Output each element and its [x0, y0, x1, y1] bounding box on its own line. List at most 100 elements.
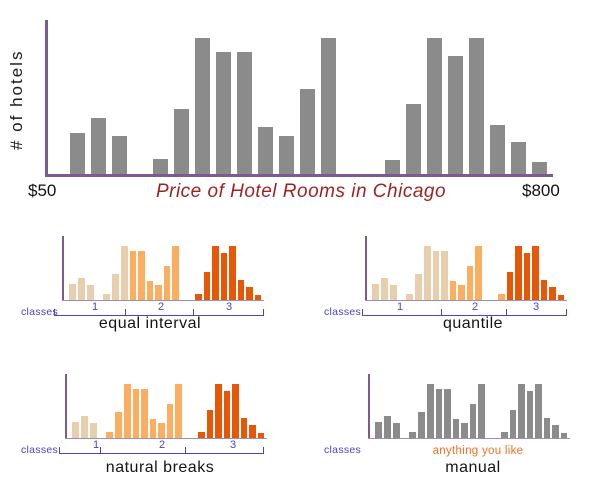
main-histogram-bar [427, 38, 442, 174]
manual-annotation: anything you like [432, 445, 524, 457]
quantile-bracket-tick [362, 309, 363, 316]
equal-interval-class-number-label: 1 [91, 301, 99, 313]
equal-interval-x-axis-line [62, 300, 264, 301]
natural-breaks-bracket-tick [185, 447, 186, 454]
quantile-title: quantile [442, 315, 504, 332]
quantile-bar [415, 274, 422, 300]
quantile-bracket-tick [441, 309, 442, 316]
main-histogram-bar [511, 142, 526, 174]
quantile-bar [557, 295, 564, 300]
natural-breaks-bar [198, 432, 205, 438]
quantile-bar [381, 278, 388, 300]
equal-interval-bar [203, 272, 210, 300]
main-histogram-bar [195, 38, 210, 174]
natural-breaks-classes-label: classes [21, 444, 59, 456]
quantile-bar [549, 287, 556, 300]
quantile-bar [432, 251, 439, 300]
manual-bar [501, 432, 508, 438]
natural-breaks-class-number-label: 1 [92, 439, 100, 451]
equal-interval-bar [172, 246, 179, 300]
manual-bar [418, 412, 425, 438]
manual-bar [560, 433, 567, 438]
main-histogram-bar [469, 38, 484, 174]
quantile-bar [466, 266, 473, 300]
equal-interval-bracket-tick [193, 309, 194, 316]
equal-interval-bar [212, 246, 219, 300]
natural-breaks-bar [240, 418, 247, 438]
natural-breaks-class-number-label: 2 [158, 439, 166, 451]
quantile-bracket-tick [566, 309, 567, 316]
quantile-bar [498, 294, 505, 300]
equal-interval-bar [69, 284, 76, 300]
equal-interval-bar [163, 266, 170, 300]
equal-interval-bar [129, 251, 136, 300]
equal-interval-bar [254, 295, 261, 300]
x-max-label: $800 [522, 181, 560, 200]
natural-breaks-y-axis-line [65, 374, 67, 439]
manual-bar [469, 404, 476, 438]
natural-breaks-class-number-label: 3 [229, 439, 237, 451]
natural-breaks-bar [232, 384, 239, 438]
equal-interval-bar [195, 294, 202, 300]
x-min-label: $50 [28, 181, 57, 200]
quantile-bracket-line [362, 315, 566, 316]
main-histogram-bar [153, 159, 168, 174]
manual-x-axis-line [368, 438, 570, 439]
manual-bar [409, 432, 416, 438]
manual-bar [543, 418, 550, 438]
natural-breaks-bar [175, 384, 182, 438]
equal-interval-bar [220, 253, 227, 300]
main-histogram-bar [490, 125, 505, 174]
main-histogram-bar [279, 136, 294, 174]
main-histogram-bar [174, 109, 189, 174]
manual-bar [452, 419, 459, 438]
equal-interval-bracket-tick [54, 309, 55, 316]
x-axis-line [45, 174, 553, 177]
quantile-bar [449, 281, 456, 300]
equal-interval-class-number-label: 3 [225, 301, 233, 313]
natural-breaks-bar [249, 425, 256, 438]
natural-breaks-bar [149, 419, 156, 438]
manual-y-axis-line [368, 374, 370, 439]
natural-breaks-bar [158, 423, 165, 438]
equal-interval-bar [155, 285, 162, 300]
natural-breaks-bar [206, 410, 213, 438]
natural-breaks-bar [132, 389, 139, 438]
quantile-bar [506, 272, 513, 300]
equal-interval-bar [146, 281, 153, 300]
quantile-bar [441, 251, 448, 300]
main-histogram-bar [91, 118, 106, 174]
quantile-bar [424, 246, 431, 300]
manual-bar [461, 423, 468, 438]
main-histogram-bar [237, 52, 252, 174]
equal-interval-bar [87, 285, 94, 300]
natural-breaks-bar [106, 432, 113, 438]
quantile-bar [372, 284, 379, 300]
equal-interval-bar [246, 287, 253, 300]
manual-bar [444, 389, 451, 438]
quantile-bar [406, 294, 413, 300]
natural-breaks-title: natural breaks [105, 459, 215, 476]
manual-bar [384, 416, 391, 438]
natural-breaks-bar [257, 433, 264, 438]
equal-interval-bar [237, 280, 244, 300]
main-histogram-bar [321, 38, 336, 174]
natural-breaks-bar [124, 384, 131, 438]
equal-interval-bar [138, 251, 145, 300]
natural-breaks-bar [223, 391, 230, 438]
quantile-bar [515, 246, 522, 300]
quantile-class-number-label: 2 [471, 301, 479, 313]
main-histogram-bar [300, 89, 315, 174]
manual-bar [535, 384, 542, 438]
quantile-bar [532, 246, 539, 300]
manual-bar [478, 384, 485, 438]
quantile-y-axis-line [365, 236, 367, 301]
main-histogram-bar [448, 56, 463, 174]
quantile-classes-label: classes [324, 306, 362, 318]
manual-bar [393, 423, 400, 438]
quantile-bracket-tick [506, 309, 507, 316]
manual-bar [552, 425, 559, 438]
natural-breaks-bar [141, 389, 148, 438]
quantile-bar [458, 285, 465, 300]
natural-breaks-bar [81, 416, 88, 438]
